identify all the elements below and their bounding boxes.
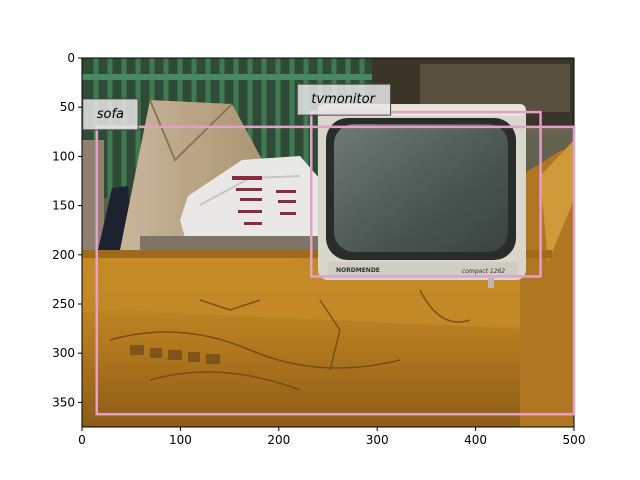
detection-sofa: sofa [82,98,576,416]
detection-boxes: sofa tvmonitor [82,83,576,416]
photo: NORDMENDE compact 1262 [82,58,574,427]
tv-brand-text: NORDMENDE [336,267,380,274]
y-tick-label: 150 [52,199,75,213]
box-label: sofa [97,107,124,122]
y-tick-label: 300 [52,346,75,360]
x-tick-label: 400 [464,433,487,447]
bounding-box [310,110,542,278]
y-axis: 0 50 100 150 200 250 300 350 [52,51,82,409]
y-tick-label: 250 [52,297,75,311]
box-label-background [82,98,139,131]
box-label-background [296,83,392,116]
x-tick-label: 100 [169,433,192,447]
y-tick-label: 100 [52,149,75,163]
x-axis: 0 100 200 300 400 500 [78,427,585,447]
x-tick-label: 200 [267,433,290,447]
y-tick-label: 350 [52,395,75,409]
y-tick-label: 200 [52,248,75,262]
y-tick-label: 50 [60,100,75,114]
tv-model-text: compact 1262 [462,268,505,275]
bounding-box [95,125,576,416]
box-label: tvmonitor [311,92,376,107]
x-tick-label: 500 [563,433,586,447]
x-tick-label: 0 [78,433,86,447]
tv-monitor: NORDMENDE compact 1262 [318,104,526,288]
x-tick-label: 300 [366,433,389,447]
y-tick-label: 0 [67,51,75,65]
detection-tvmonitor: tvmonitor [296,83,542,278]
